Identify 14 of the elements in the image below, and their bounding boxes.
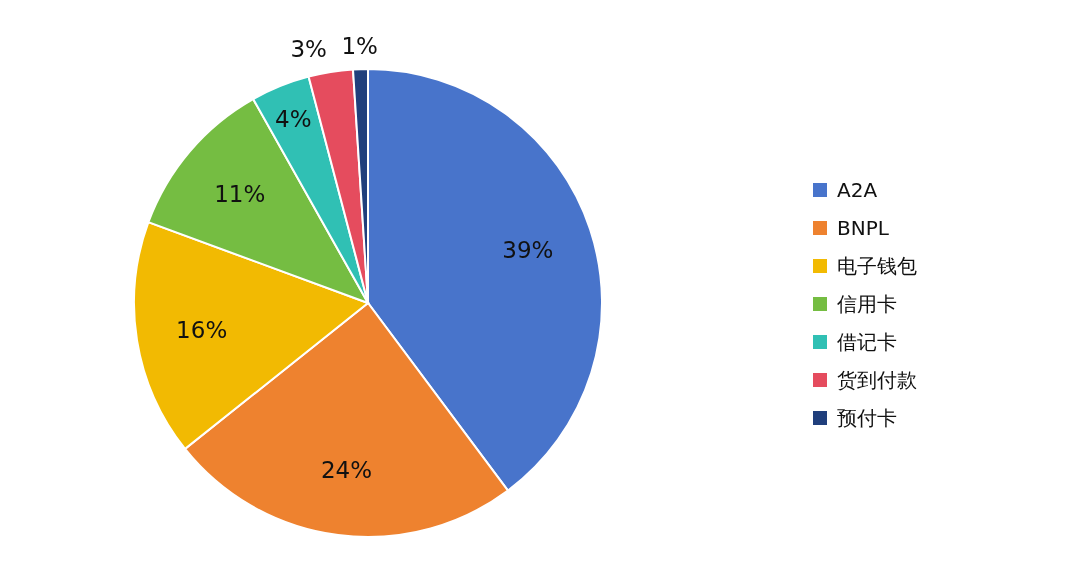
legend-label: A2A: [837, 178, 878, 202]
data-label: 11%: [214, 180, 266, 207]
legend-label: BNPL: [837, 216, 889, 240]
data-label: 39%: [502, 236, 554, 263]
legend-label: 借记卡: [837, 328, 897, 356]
data-label: 3%: [290, 35, 327, 62]
legend-label: 电子钱包: [837, 252, 917, 280]
legend-label: 货到付款: [837, 366, 917, 394]
data-label: 1%: [341, 32, 378, 59]
legend-label: 预付卡: [837, 404, 897, 432]
data-label: 4%: [275, 105, 312, 132]
data-label: 16%: [176, 316, 228, 343]
legend-label: 信用卡: [837, 290, 897, 318]
data-label: 24%: [320, 457, 373, 484]
